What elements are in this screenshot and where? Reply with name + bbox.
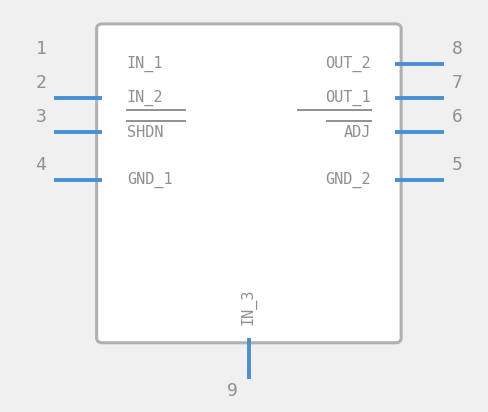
Text: 4: 4 [36, 156, 46, 174]
Text: GND_2: GND_2 [325, 172, 371, 188]
Text: 7: 7 [451, 74, 462, 92]
Text: 9: 9 [227, 382, 238, 400]
Text: OUT_1: OUT_1 [325, 90, 371, 106]
Text: IN_2: IN_2 [127, 90, 163, 106]
Text: GND_1: GND_1 [127, 172, 172, 188]
FancyBboxPatch shape [97, 24, 401, 343]
Text: SHDN: SHDN [127, 125, 163, 140]
Text: 3: 3 [36, 108, 46, 126]
Text: IN_3: IN_3 [241, 289, 257, 325]
Text: 5: 5 [451, 156, 462, 174]
Text: 1: 1 [36, 40, 46, 58]
Text: 6: 6 [451, 108, 462, 126]
Text: ADJ: ADJ [344, 125, 371, 140]
Text: 8: 8 [451, 40, 462, 58]
Text: 2: 2 [36, 74, 46, 92]
Text: IN_1: IN_1 [127, 56, 163, 73]
Text: OUT_2: OUT_2 [325, 56, 371, 73]
